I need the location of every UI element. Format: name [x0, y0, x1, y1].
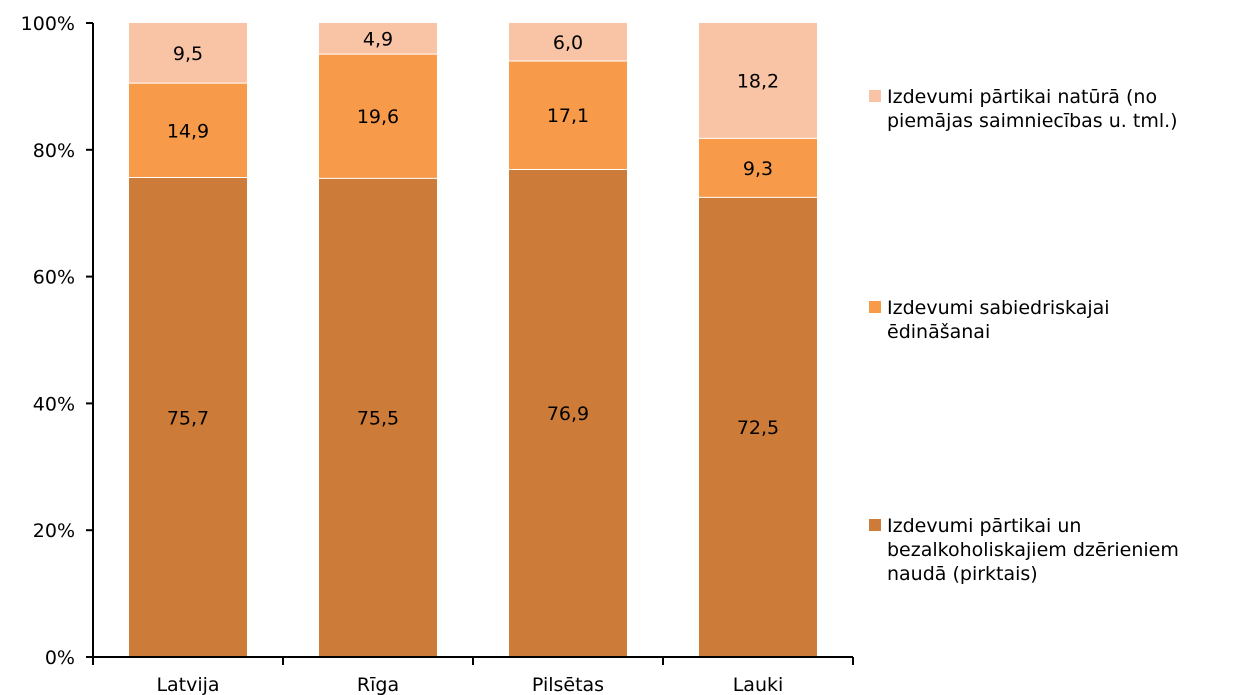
y-tick-label: 0% — [45, 647, 75, 669]
bar-segment-s2-3 — [699, 23, 817, 139]
legend-swatch — [869, 301, 881, 313]
x-tick-label: Lauki — [733, 674, 784, 695]
bar-segment-s1-0 — [129, 83, 247, 178]
data-label: 75,7 — [167, 407, 209, 429]
bar-segment-s2-2 — [509, 23, 627, 62]
data-labels-layer: 75,7 14,9 9,5 75,5 19,6 4,9 76,9 17,1 6,0 72,5 9,3… — [167, 29, 779, 440]
data-label: 9,5 — [173, 43, 203, 65]
bar-segment-s0-2 — [509, 169, 627, 658]
legend-label-line: Izdevumi sabiedriskajai — [887, 297, 1110, 319]
y-tick-label: 40% — [33, 393, 75, 415]
data-label: 9,3 — [743, 158, 773, 180]
y-tick-label: 60% — [33, 267, 75, 289]
legend-label-line: piemājas saimniecības u. tml.) — [887, 110, 1178, 132]
bar-segment-s0-0 — [129, 177, 247, 658]
data-label: 6,0 — [553, 32, 583, 54]
data-label: 18,2 — [737, 71, 779, 93]
y-tick-label: 100% — [21, 13, 75, 35]
data-label: 17,1 — [547, 105, 589, 127]
data-label: 4,9 — [363, 29, 393, 51]
bar-segment-s0-3 — [699, 197, 817, 657]
data-label: 72,5 — [737, 417, 779, 439]
x-tick-label: Pilsētas — [532, 674, 604, 695]
legend-label-line: Izdevumi pārtikai un — [887, 515, 1081, 537]
legend-label-line: naudā (pirktais) — [887, 563, 1038, 585]
data-label: 19,6 — [357, 106, 399, 128]
axes-layer: Latvija Rīga Pilsētas Lauki 0% 20% 40% 60% 80% 10… — [21, 13, 854, 695]
y-tick-label: 80% — [33, 140, 75, 162]
bars-layer — [129, 23, 817, 658]
legend-swatch — [869, 519, 881, 531]
y-tick-label: 20% — [33, 520, 75, 542]
x-tick-label: Rīga — [357, 674, 399, 695]
bar-segment-s0-1 — [319, 178, 437, 657]
legend-label-line: ēdināšanai — [887, 321, 990, 343]
x-tick-label: Latvija — [156, 674, 219, 695]
data-label: 76,9 — [547, 403, 589, 425]
bar-segment-s1-3 — [699, 138, 817, 198]
data-label: 14,9 — [167, 120, 209, 142]
data-label: 75,5 — [357, 408, 399, 430]
bar-segment-s1-2 — [509, 61, 627, 170]
bar-segment-s2-0 — [129, 23, 247, 84]
bar-segment-s2-1 — [319, 23, 437, 55]
legend-swatch — [869, 90, 881, 102]
legend-label-line: Izdevumi pārtikai natūrā (no — [887, 86, 1157, 108]
bar-segment-s1-1 — [319, 54, 437, 179]
legend-label-line: bezalkoholiskajiem dzērieniem — [887, 539, 1179, 561]
